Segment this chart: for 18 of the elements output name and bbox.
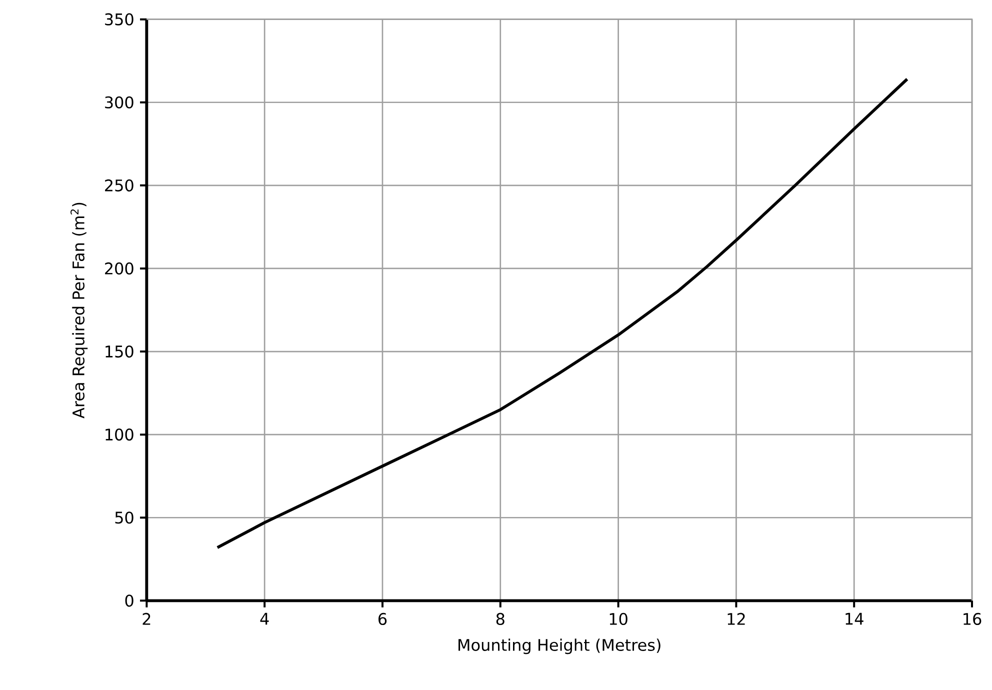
- y-tick-label: 150: [106, 345, 134, 358]
- y-tick-label: 50: [115, 512, 134, 524]
- x-tick-label: 2: [142, 612, 150, 625]
- x-tick-label: 16: [964, 612, 982, 626]
- x-tick-label: 10: [610, 612, 628, 626]
- x-tick-label: 14: [846, 612, 864, 625]
- x-tick-label: 8: [496, 612, 504, 626]
- y-tick-label: 200: [105, 262, 134, 275]
- y-axis-title: Area Required Per Fan (m$^{2}$): [70, 202, 88, 418]
- x-axis-title: Mounting Height (Metres): [458, 638, 660, 654]
- x-tick-label: 12: [728, 612, 745, 625]
- y-tick-label: 100: [106, 428, 134, 441]
- y-tick-label: 250: [105, 179, 134, 192]
- y-tick-label: 0: [125, 594, 134, 607]
- y-tick-label: 350: [105, 13, 134, 26]
- x-tick-label: 6: [378, 612, 387, 626]
- y-tick-label: 300: [105, 96, 134, 108]
- x-tick-label: 4: [260, 612, 269, 625]
